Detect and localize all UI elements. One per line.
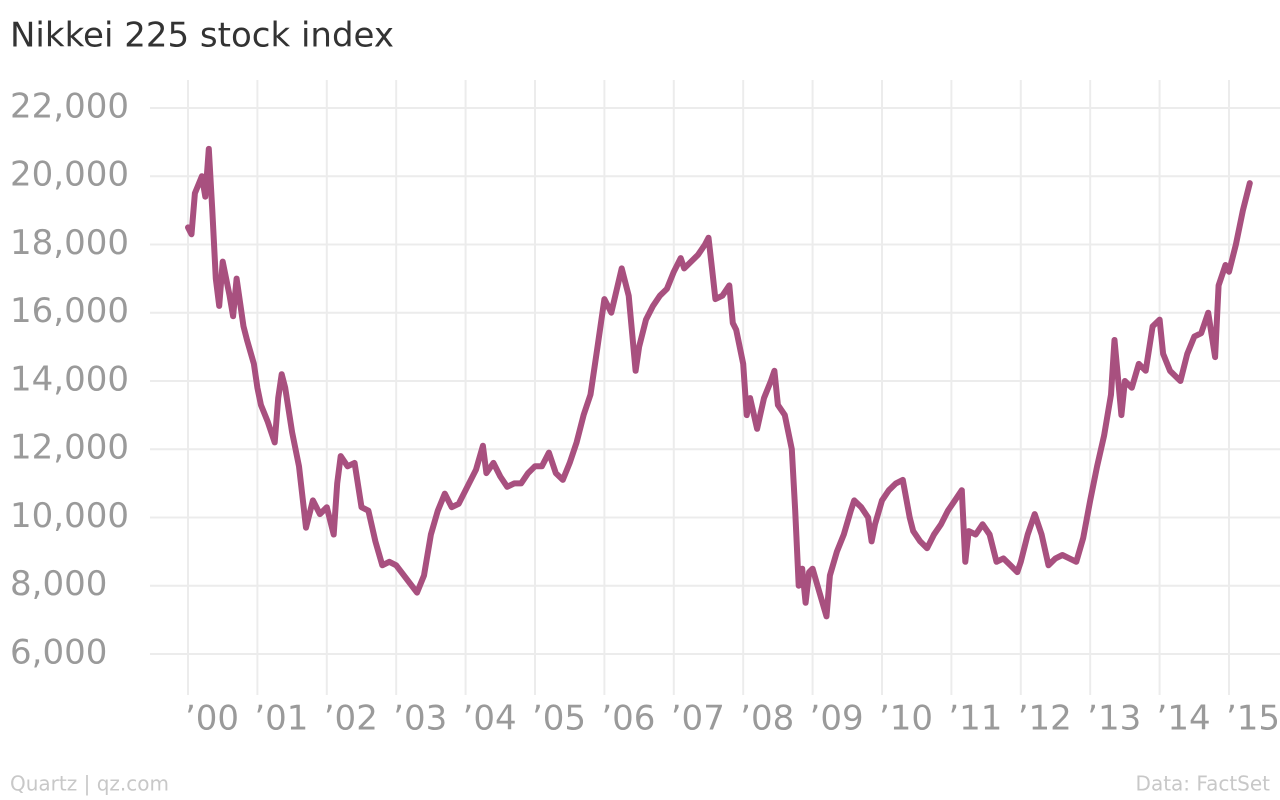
source: Data: FactSet: [1136, 772, 1271, 796]
x-tick-label: ’12: [1018, 699, 1072, 739]
x-tick-label: ’10: [879, 699, 933, 739]
y-tick-label: 8,000: [10, 564, 107, 604]
x-tick-label: ’04: [463, 699, 517, 739]
credit: Quartz | qz.com: [10, 772, 169, 796]
y-tick-label: 20,000: [10, 155, 129, 195]
x-tick-label: ’03: [393, 699, 447, 739]
x-tick-label: ’00: [185, 699, 239, 739]
chart-title: Nikkei 225 stock index: [10, 16, 394, 56]
x-tick-label: ’08: [740, 699, 794, 739]
y-tick-label: 6,000: [10, 632, 107, 672]
x-tick-label: ’15: [1226, 699, 1280, 739]
x-tick-label: ’11: [948, 699, 1002, 739]
x-tick-label: ’07: [671, 699, 725, 739]
y-tick-label: 16,000: [10, 291, 129, 331]
y-tick-label: 12,000: [10, 428, 129, 468]
x-tick-label: ’09: [810, 699, 864, 739]
x-tick-label: ’14: [1157, 699, 1211, 739]
y-tick-label: 14,000: [10, 359, 129, 399]
x-tick-label: ’05: [532, 699, 586, 739]
x-tick-label: ’01: [254, 699, 308, 739]
line: [185, 145, 1253, 620]
y-tick-label: 10,000: [10, 496, 129, 536]
x-tick-label: ’02: [324, 699, 378, 739]
x-tick-label: ’13: [1087, 699, 1141, 739]
y-tick-label: 18,000: [10, 223, 129, 263]
x-tick-label: ’06: [601, 699, 655, 739]
y-tick-label: 22,000: [10, 87, 129, 127]
